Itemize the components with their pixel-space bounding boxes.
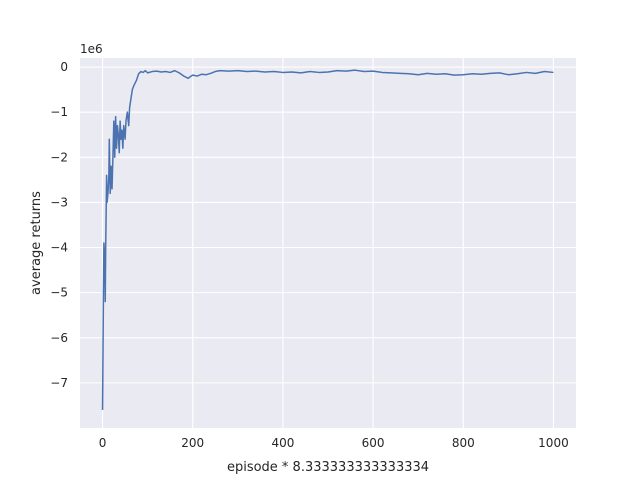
- y-tick-label: −3: [50, 195, 68, 209]
- y-tick-label: −2: [50, 150, 68, 164]
- x-tick-label: 600: [362, 436, 385, 450]
- x-axis-label: episode * 8.333333333333334: [227, 460, 429, 475]
- plot-background: [80, 58, 576, 428]
- x-tick-label: 800: [452, 436, 475, 450]
- series-line: [101, 69, 554, 410]
- y-tick-label: −1: [50, 105, 68, 119]
- x-tick-label: 400: [271, 436, 294, 450]
- y-tick-label: 0: [60, 60, 68, 74]
- x-tick-label: 200: [181, 436, 204, 450]
- x-tick-labels: 0 200 400 600 800 1000: [99, 436, 569, 450]
- gridlines: [80, 58, 576, 428]
- x-tick-label: 0: [99, 436, 107, 450]
- y-tick-label: −7: [50, 376, 68, 390]
- y-offset-label: 1e6: [80, 42, 103, 56]
- y-tick-label: −5: [50, 286, 68, 300]
- y-tick-label: −4: [50, 241, 68, 255]
- x-tick-label: 1000: [538, 436, 569, 450]
- y-axis-label: average returns: [29, 191, 44, 295]
- series-lines: [101, 69, 554, 410]
- y-tick-label: −6: [50, 331, 68, 345]
- y-tick-labels: 0 −1 −2 −3 −4 −5 −6 −7: [50, 60, 68, 390]
